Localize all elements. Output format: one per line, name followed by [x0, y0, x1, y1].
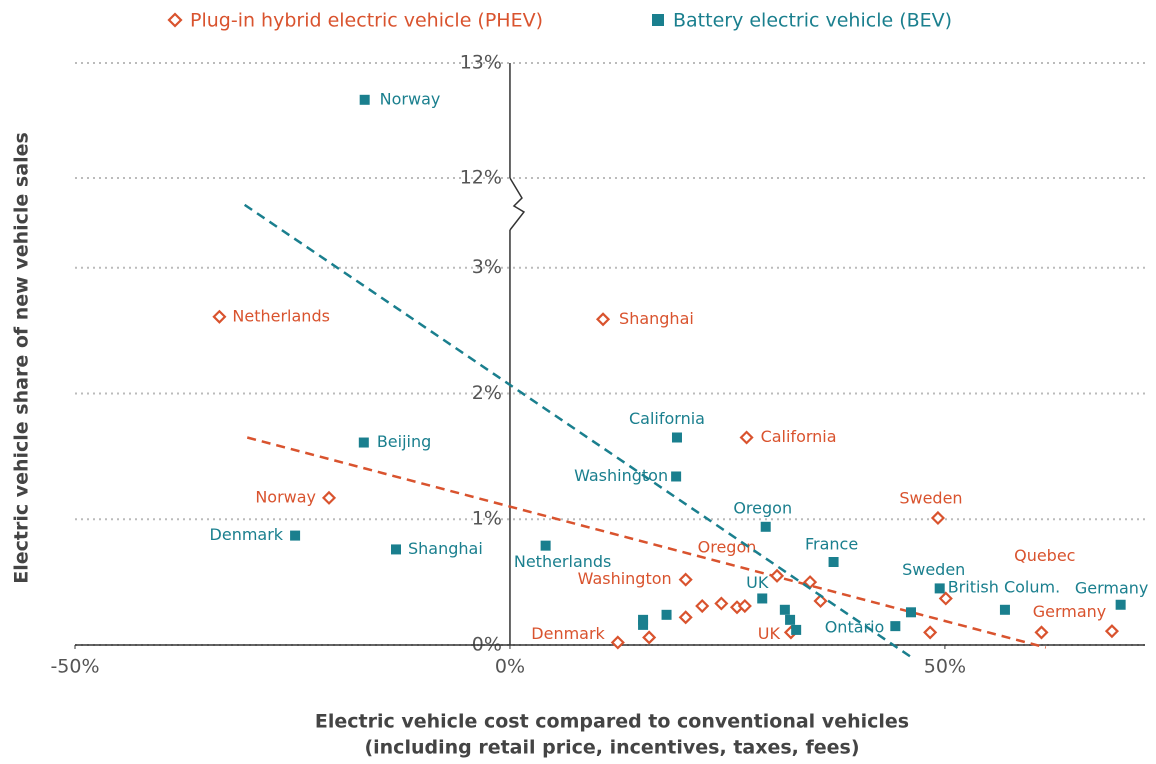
point: [785, 614, 796, 625]
point: [714, 596, 729, 611]
point: [671, 471, 682, 482]
point-label: Shanghai: [408, 539, 483, 558]
point: [642, 630, 657, 645]
point: [923, 625, 938, 640]
trend-line: [246, 436, 1047, 649]
axis-break: [509, 177, 526, 231]
point: [905, 607, 916, 618]
point-label: British Colum.: [948, 577, 1061, 596]
point-label: Shanghai: [619, 309, 694, 328]
point: [678, 572, 693, 587]
point: [737, 598, 752, 614]
y-tick-label: 13%: [460, 52, 502, 74]
point: [321, 490, 337, 505]
y-tick-label: 12%: [460, 167, 502, 189]
point: [695, 598, 710, 614]
legend-label: Plug-in hybrid electric vehicle (PHEV): [190, 10, 543, 32]
point-label: Netherlands: [232, 306, 330, 325]
point: [638, 614, 649, 625]
y-axis-label: Electric vehicle share of new vehicle sa…: [11, 132, 33, 584]
point: [290, 530, 301, 541]
y-tick-label: 2%: [472, 382, 502, 404]
point: [828, 557, 839, 567]
point: [999, 604, 1010, 615]
point: [595, 312, 611, 327]
point: [930, 510, 946, 526]
point: [779, 604, 790, 615]
point-label: Washington: [574, 466, 668, 485]
point: [359, 94, 370, 105]
point: [358, 437, 369, 448]
point-label: Sweden: [902, 560, 965, 579]
x-tick-label: 50%: [924, 656, 966, 678]
point: [791, 624, 802, 635]
legend-marker: [652, 14, 664, 26]
point-label: Beijing: [377, 432, 431, 451]
point-label: UK: [758, 624, 781, 643]
point: [760, 521, 771, 532]
point-label: California: [761, 427, 837, 446]
x-axis-label: Electric vehicle cost compared to conven…: [315, 711, 909, 733]
point: [638, 619, 649, 630]
point-label: Oregon: [733, 498, 792, 517]
point: [813, 593, 828, 609]
point: [1115, 599, 1126, 610]
y-tick-label: 1%: [472, 508, 502, 530]
point: [757, 593, 768, 604]
point: [540, 540, 551, 551]
point-label: France: [805, 535, 858, 554]
point: [890, 621, 901, 632]
point-label: UK: [746, 573, 769, 592]
point-label: Germany: [1033, 602, 1107, 621]
y-tick-label: 3%: [472, 256, 502, 278]
point-label: Quebec: [1014, 546, 1075, 565]
point: [661, 609, 672, 620]
x-tick-label: -50%: [50, 656, 99, 678]
point: [671, 432, 682, 443]
point: [610, 635, 625, 650]
point: [938, 591, 953, 606]
point: [391, 544, 401, 555]
point: [1104, 624, 1119, 639]
point-label: Washington: [578, 569, 672, 588]
legend-marker: [167, 12, 183, 28]
point: [212, 309, 227, 324]
point-label: Netherlands: [514, 552, 612, 571]
point-label: Norway: [380, 89, 441, 108]
point: [934, 583, 945, 594]
point: [739, 430, 754, 445]
legend-label: Battery electric vehicle (BEV): [673, 10, 952, 32]
point-label: Norway: [255, 487, 316, 506]
point-label: Ontario: [825, 618, 885, 637]
point-label: California: [629, 409, 705, 428]
point-label: Denmark: [210, 525, 284, 544]
x-tick-label: 0%: [495, 656, 525, 678]
point: [1034, 625, 1049, 640]
point-label: Sweden: [899, 488, 962, 507]
point-label: Germany: [1075, 578, 1149, 597]
point-label: Denmark: [531, 624, 605, 643]
point: [678, 610, 693, 625]
x-axis-label: (including retail price, incentives, tax…: [364, 737, 859, 759]
point: [769, 568, 785, 583]
